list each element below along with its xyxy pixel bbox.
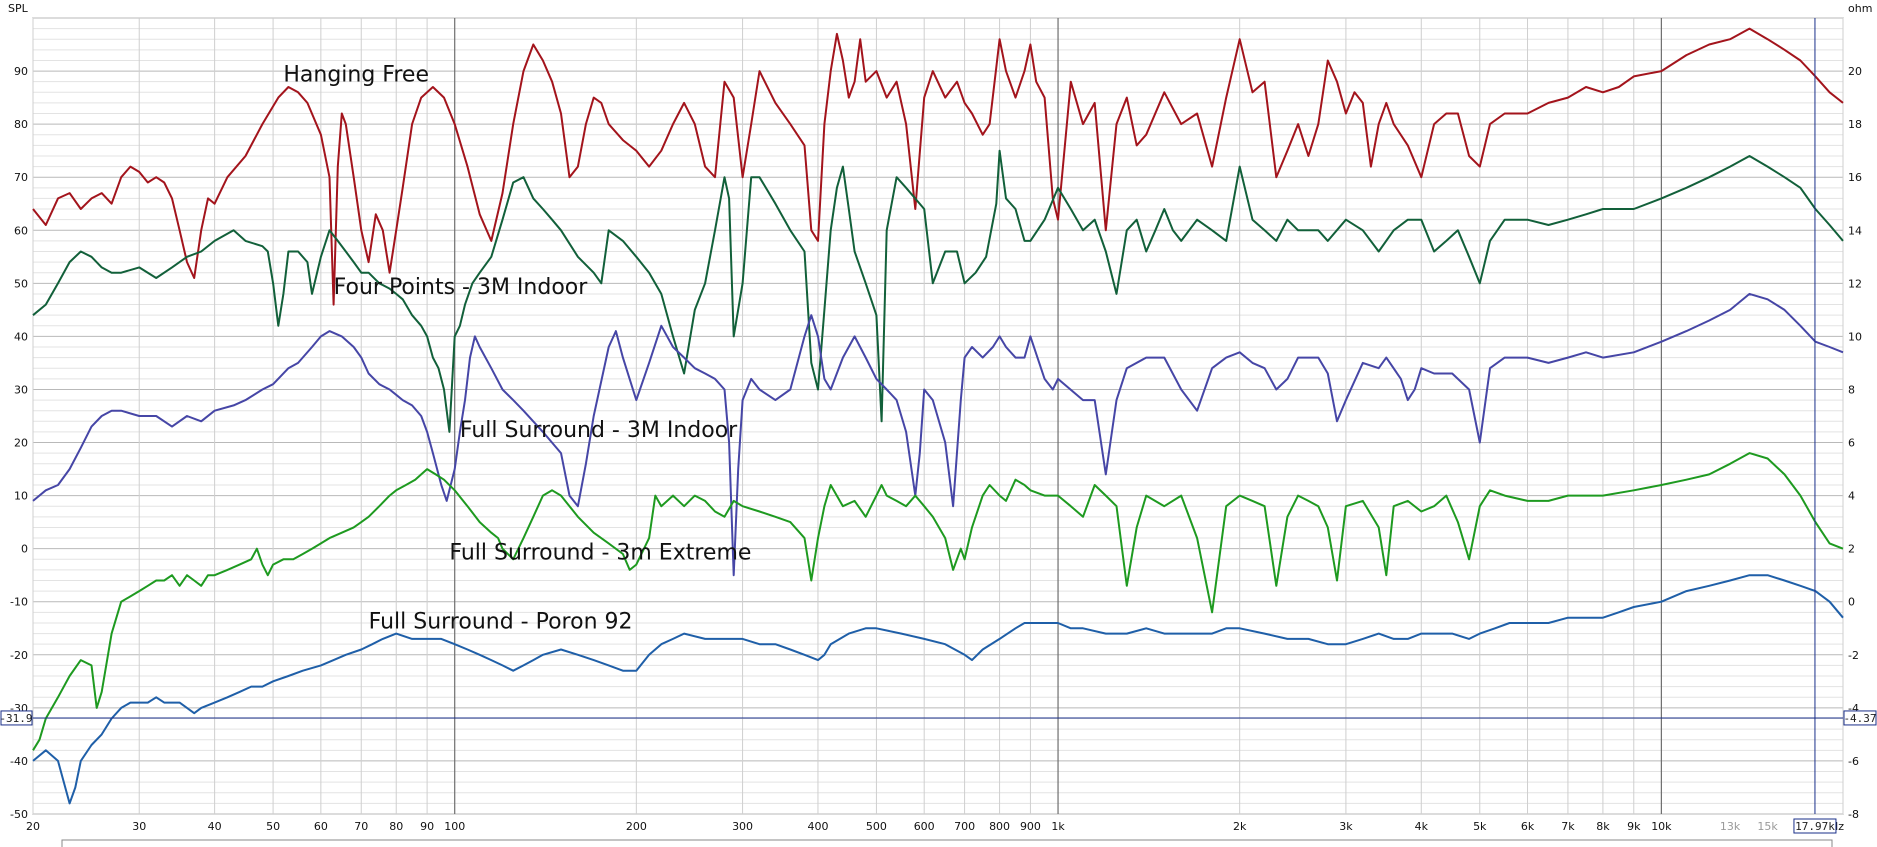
y-tick-label: 10 xyxy=(14,490,28,503)
y2-tick-label: 2 xyxy=(1848,543,1855,556)
series-label-3: Full Surround - 3M Indoor xyxy=(460,418,738,443)
x-tick-label: 900 xyxy=(1020,820,1041,833)
x-tick-label: 4k xyxy=(1415,820,1429,833)
y2-tick-label: -8 xyxy=(1848,808,1859,821)
x-tick-label: 400 xyxy=(807,820,828,833)
y2-tick-label: 4 xyxy=(1848,490,1855,503)
x-tick-label: 60 xyxy=(314,820,328,833)
x-axis-ticks: 20 30 40 50 60 70 80 90 100 200 300 400 500 600 700 800… xyxy=(26,820,1844,833)
x-tick-label: 80 xyxy=(389,820,403,833)
y-tick-label: 80 xyxy=(14,118,28,131)
x-tick-label: 300 xyxy=(732,820,753,833)
cursor-y2-readout-box xyxy=(1843,710,1877,726)
y2-tick-label: 12 xyxy=(1848,277,1862,290)
cursor-y2-readout: -4.37 xyxy=(1843,712,1876,725)
y2-tick-label: 10 xyxy=(1848,330,1862,343)
x-tick-label: 50 xyxy=(266,820,280,833)
x-tick-label: 3k xyxy=(1339,820,1353,833)
y-tick-label: -20 xyxy=(10,649,28,662)
series-line-1 xyxy=(32,27,1844,306)
x-tick-label: 40 xyxy=(208,820,222,833)
x-tick-label: 15k xyxy=(1757,820,1778,833)
series-labels: Hanging Free Four Points - 3M Indoor Full … xyxy=(283,63,751,635)
cursor-y-readout-box xyxy=(0,710,33,726)
y2-tick-label: -6 xyxy=(1848,755,1859,768)
x-tick-label: 600 xyxy=(914,820,935,833)
y-tick-label: -10 xyxy=(10,596,28,609)
y-tick-label: 20 xyxy=(14,437,28,450)
cursor-x-readout: 17.97k xyxy=(1795,820,1835,833)
y2-tick-label: 14 xyxy=(1848,224,1862,237)
x-tick-label: 20 xyxy=(26,820,40,833)
series-line-4 xyxy=(32,452,1844,751)
y2-tick-label: 0 xyxy=(1848,596,1855,609)
y-tick-label: 0 xyxy=(21,543,28,556)
series-group xyxy=(32,27,1844,805)
series-line-3 xyxy=(32,292,1844,577)
x-tick-label: 5k xyxy=(1473,820,1487,833)
y2-tick-label: 20 xyxy=(1848,65,1862,78)
y2-tick-label: -2 xyxy=(1848,649,1859,662)
y-tick-label: 90 xyxy=(14,65,28,78)
series-line-2 xyxy=(32,149,1844,433)
series-line-5 xyxy=(32,574,1844,805)
x-tick-label: 8k xyxy=(1596,820,1610,833)
x-tick-label: 70 xyxy=(354,820,368,833)
cursor-readout[interactable]: -31.9 -4.37 17.97k xyxy=(0,18,1877,834)
y2-tick-label: 16 xyxy=(1848,171,1862,184)
y-tick-label: 50 xyxy=(14,277,28,290)
x-tick-label: 13k xyxy=(1720,820,1741,833)
series-label-4: Full Surround - 3m Extreme xyxy=(449,540,751,565)
y2-tick-label: -4 xyxy=(1848,702,1859,715)
series-label-5: Full Surround - Poron 92 xyxy=(369,609,633,634)
x-tick-label: 1k xyxy=(1051,820,1065,833)
x-tick-label: 9k xyxy=(1627,820,1641,833)
y-axis-title: SPL xyxy=(8,2,29,15)
x-tick-label: 30 xyxy=(132,820,146,833)
y-tick-label: 60 xyxy=(14,224,28,237)
y-tick-label: -50 xyxy=(10,808,28,821)
x-tick-label: 10k xyxy=(1651,820,1672,833)
y2-tick-label: 18 xyxy=(1848,118,1862,131)
x-tick-label: 800 xyxy=(989,820,1010,833)
y2-tick-label: 6 xyxy=(1848,437,1855,450)
x-tick-label: 100 xyxy=(444,820,465,833)
x-tick-label: 200 xyxy=(626,820,647,833)
status-bar xyxy=(61,839,1833,847)
cursor-y-readout: -31.9 xyxy=(0,712,33,725)
x-tick-label: 6k xyxy=(1521,820,1535,833)
grid-lines xyxy=(32,17,1844,815)
y-tick-label: 30 xyxy=(14,383,28,396)
cursor-x-readout-box xyxy=(1793,818,1837,834)
y-tick-label: 40 xyxy=(14,330,28,343)
x-tick-label: 90 xyxy=(420,820,434,833)
y-tick-label: 70 xyxy=(14,171,28,184)
y2-axis-title: ohm xyxy=(1848,2,1872,15)
x-tick-label: 700 xyxy=(954,820,975,833)
y2-tick-label: 8 xyxy=(1848,383,1855,396)
y-tick-label: -40 xyxy=(10,755,28,768)
x-tick-label: 500 xyxy=(866,820,887,833)
series-label-1: Hanging Free xyxy=(283,63,429,88)
x-tick-label: 7k xyxy=(1561,820,1575,833)
x-tick-label: 2k xyxy=(1233,820,1247,833)
series-label-2: Four Points - 3M Indoor xyxy=(334,275,589,300)
